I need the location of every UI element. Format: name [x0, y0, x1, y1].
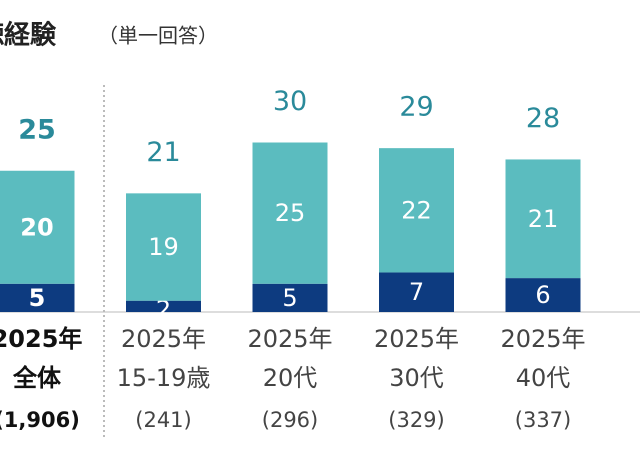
- x-tick-label: 全体: [12, 364, 62, 392]
- segment-label: 25: [275, 199, 306, 227]
- segment-label: 20: [20, 213, 53, 241]
- segment-label: 7: [409, 278, 424, 306]
- x-tick-label: 2025年: [0, 325, 82, 353]
- bar-segment: [379, 148, 454, 273]
- sample-size: (296): [262, 408, 318, 432]
- bar-segment: [126, 193, 201, 301]
- sample-size: (337): [515, 408, 571, 432]
- total-label: 28: [526, 103, 560, 134]
- x-tick-label: 40代: [516, 364, 571, 392]
- bar-segment: [379, 272, 454, 312]
- bar-segment: [505, 278, 581, 312]
- total-label: 30: [273, 86, 307, 117]
- segment-label: 6: [535, 281, 550, 309]
- bar-segment: [0, 283, 75, 312]
- chart-subtitle: （単一回答）: [98, 24, 218, 48]
- x-tick-label: 20代: [263, 364, 318, 392]
- segment-label: 5: [29, 284, 46, 312]
- total-label: 21: [146, 137, 180, 168]
- x-tick-label: 2025年: [121, 325, 206, 353]
- bar-segment: [126, 300, 201, 312]
- bar-segment: [0, 170, 75, 284]
- chart-title: 視聴経験: [0, 20, 57, 51]
- x-tick-label: 15-19歳: [117, 364, 211, 392]
- x-tick-label: 2025年: [500, 325, 585, 353]
- total-label: 29: [399, 92, 433, 123]
- bar-segment: [505, 159, 581, 279]
- segment-label: 5: [282, 284, 297, 312]
- bar-segment: [252, 283, 328, 312]
- x-tick-label: 30代: [389, 364, 444, 392]
- segment-label: 2: [156, 295, 171, 323]
- bar-segment: [252, 142, 328, 284]
- sample-size: (241): [135, 408, 191, 432]
- segment-label: 19: [148, 233, 179, 261]
- sample-size: (329): [388, 408, 444, 432]
- total-label: 25: [18, 114, 56, 145]
- segment-label: 21: [528, 205, 559, 233]
- x-tick-label: 2025年: [374, 325, 459, 353]
- sample-size: (1,906): [0, 408, 80, 432]
- x-tick-label: 2025年: [247, 325, 332, 353]
- segment-label: 22: [401, 196, 432, 224]
